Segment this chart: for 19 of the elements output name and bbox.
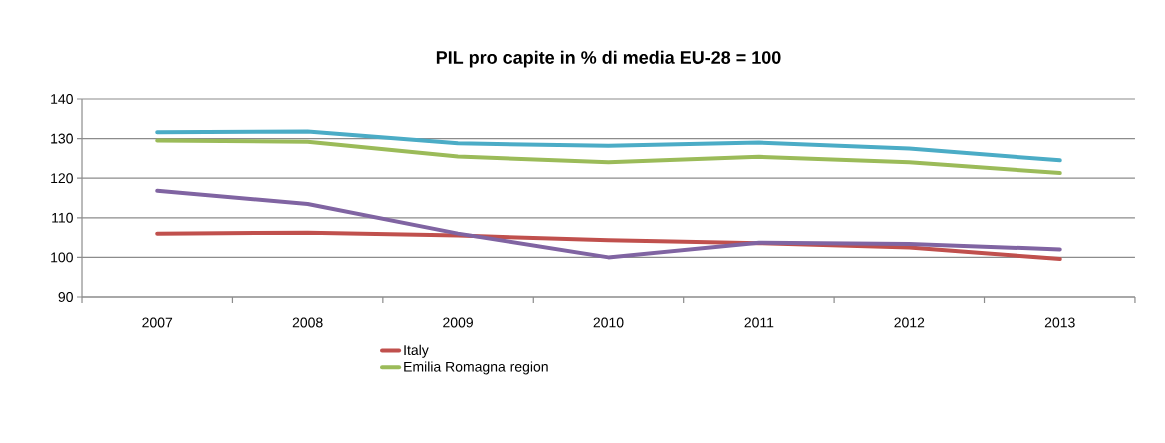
x-tick-label: 2012 [894, 317, 925, 328]
line-series [155, 138, 1062, 176]
x-tick-label: 2013 [1044, 317, 1075, 328]
x-tick-label: 2009 [443, 317, 473, 328]
x-tick-label: 2010 [593, 317, 624, 328]
y-tick-label: 110 [52, 212, 73, 223]
line-series [155, 129, 1062, 163]
legend-label: Emilia Romagna region [404, 361, 548, 375]
y-tick-label: 130 [51, 133, 73, 144]
y-tick-label: 90 [58, 292, 73, 302]
x-tick-label: 2007 [142, 317, 173, 328]
line-series [155, 188, 1062, 260]
x-tick-label: 2008 [292, 317, 323, 328]
x-tick-label: 2011 [744, 317, 774, 328]
chart-title: PIL pro capite in % di media EU-28 = 100 [436, 50, 781, 68]
y-tick-label: 140 [51, 94, 73, 104]
y-tick-label: 120 [51, 173, 73, 184]
y-tick-label: 100 [51, 252, 73, 263]
legend-label: Italy [404, 344, 429, 358]
